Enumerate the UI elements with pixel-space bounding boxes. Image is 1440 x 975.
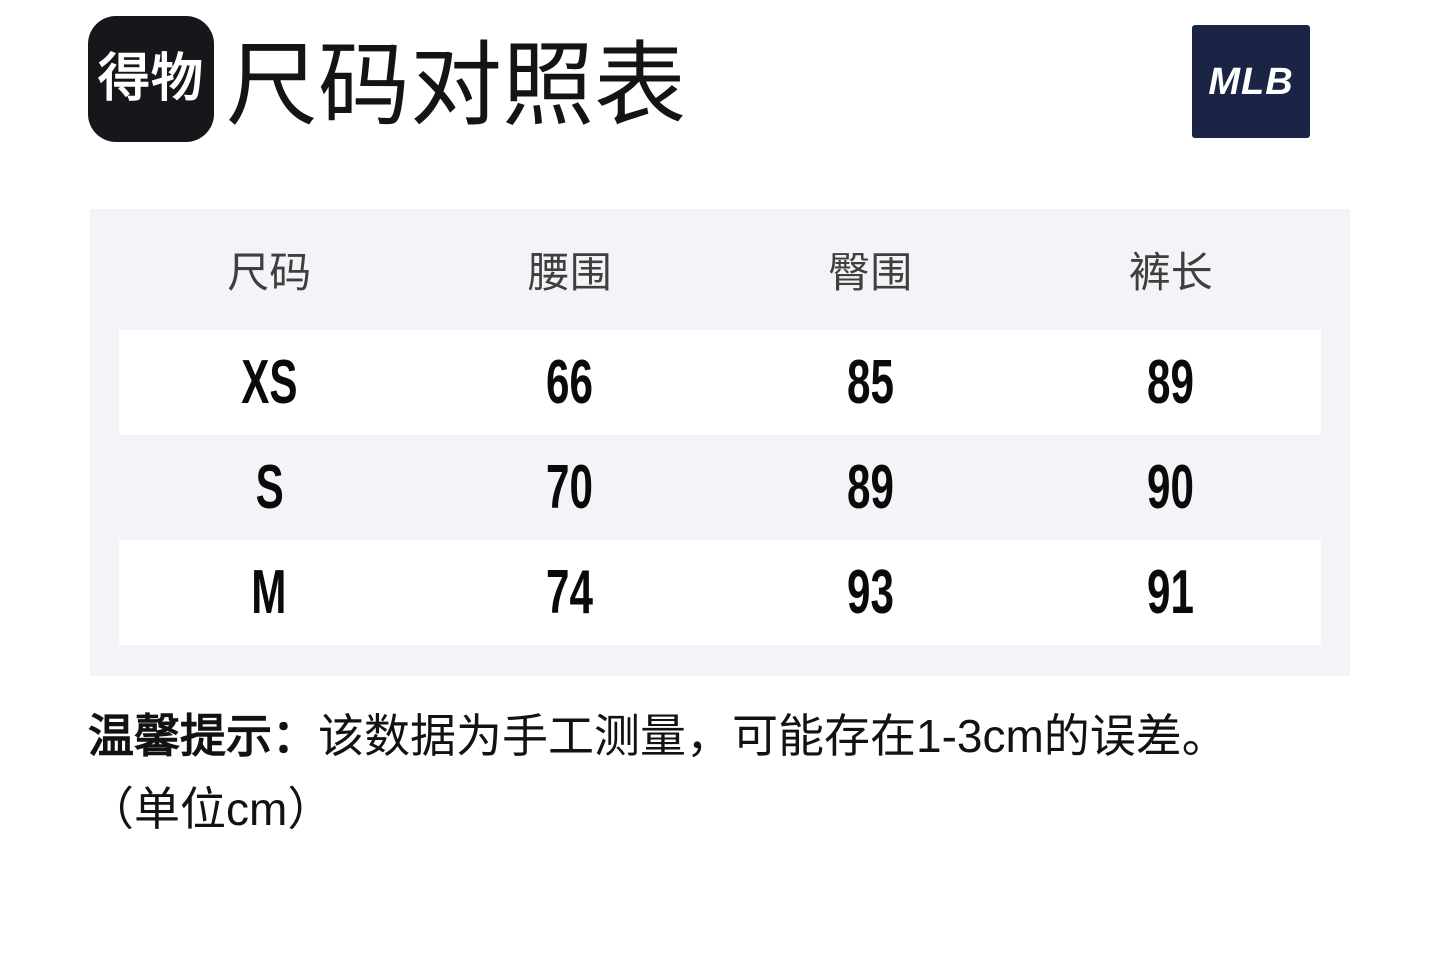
cell-value: S [255,452,284,522]
measurement-note: 温馨提示：该数据为手工测量，可能存在1-3cm的误差。 （单位cm） [88,700,1380,846]
cell-value: XS [241,347,298,417]
cell-size: S [119,452,420,522]
cell-length: 89 [1021,347,1322,417]
note-unit: （单位cm） [88,783,334,835]
mlb-brand-logo: MLB [1192,25,1310,138]
cell-waist: 74 [420,557,721,627]
cell-size: XS [119,347,420,417]
column-header-waist: 腰围 [527,249,612,296]
table-row-xs: XS 66 85 89 [119,330,1321,435]
cell-value: 90 [1147,452,1195,522]
cell-value: 89 [1147,347,1195,417]
cell-size: M [119,557,420,627]
column-header-hip: 臀围 [828,249,913,296]
cell-value: 89 [846,452,894,522]
header-bar: 得物 尺码对照表 MLB [0,0,1440,209]
cell-length: 91 [1021,557,1322,627]
table-header-row: 尺码 腰围 臀围 裤长 [119,209,1321,330]
column-header-size: 尺码 [227,249,312,296]
cell-waist: 70 [420,452,721,522]
mlb-logo-text: MLB [1208,60,1294,103]
cell-value: 66 [546,347,594,417]
table-row-m: M 74 93 91 [119,540,1321,645]
cell-value: 85 [846,347,894,417]
cell-value: 70 [546,452,594,522]
cell-value: 91 [1147,557,1195,627]
table-row-s: S 70 89 90 [119,435,1321,540]
cell-hip: 93 [720,557,1021,627]
cell-hip: 85 [720,347,1021,417]
size-table: 尺码 腰围 臀围 裤长 XS 66 85 89 S 70 89 90 M 74 … [90,209,1350,676]
dewu-app-logo: 得物 [88,16,214,142]
note-prefix: 温馨提示： [88,710,318,762]
note-text: 该数据为手工测量，可能存在1-3cm的误差。 [318,710,1228,762]
column-header-length: 裤长 [1128,249,1213,296]
dewu-logo-text: 得物 [97,50,204,108]
page-title: 尺码对照表 [226,35,687,137]
cell-hip: 89 [720,452,1021,522]
cell-waist: 66 [420,347,721,417]
cell-length: 90 [1021,452,1322,522]
cell-value: 74 [546,557,594,627]
cell-value: 93 [846,557,894,627]
cell-value: M [251,557,287,627]
